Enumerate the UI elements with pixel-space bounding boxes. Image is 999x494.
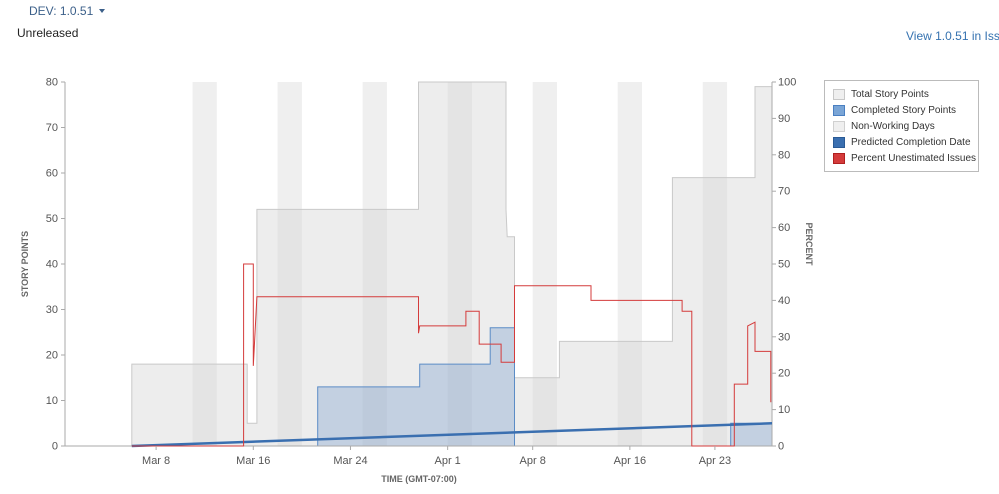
non-working-day-band: [192, 82, 217, 446]
legend-label: Completed Story Points: [851, 104, 957, 116]
legend-label: Total Story Points: [851, 88, 929, 100]
y2-tick-label: 40: [778, 295, 790, 307]
y2-tick-label: 100: [778, 77, 796, 89]
non-working-day-band: [447, 82, 472, 446]
y-tick-label: 70: [46, 122, 58, 134]
x-axis-title: TIME (GMT-07:00): [381, 474, 457, 484]
non-working-day-band: [617, 82, 643, 446]
non-working-day-band: [702, 82, 728, 446]
version-label: DEV: 1.0.51: [29, 4, 94, 18]
x-tick-label: Mar 16: [236, 455, 270, 467]
legend-item-percent-unestimated-issues[interactable]: Percent Unestimated Issues: [833, 150, 978, 166]
release-status: Unreleased: [17, 26, 79, 40]
y2-tick-label: 20: [778, 368, 790, 380]
axes: 0 10 20 30 40 50 60 70 80 0 10 20 30 40 50 60 70 80 90 100 M…: [46, 77, 797, 468]
legend-label: Percent Unestimated Issues: [851, 152, 977, 164]
x-tick-label: Mar 8: [142, 455, 170, 467]
y2-tick-label: 80: [778, 149, 790, 161]
swatch-completed: [833, 104, 845, 116]
y-tick-label: 30: [46, 304, 58, 316]
y-axis-title: STORY POINTS: [20, 231, 30, 297]
x-tick-label: Mar 24: [333, 455, 367, 467]
version-selector[interactable]: DEV: 1.0.51: [29, 4, 106, 18]
legend-item-non-working-days[interactable]: Non-Working Days: [833, 118, 978, 134]
swatch-predicted: [833, 136, 845, 148]
predicted-completion-line: [131, 422, 773, 448]
legend-item-total-story-points[interactable]: Total Story Points: [833, 86, 978, 102]
swatch-total: [833, 88, 845, 100]
y2-tick-label: 50: [778, 259, 790, 271]
predicted-completion-layer: [131, 422, 773, 448]
y2-tick-label: 30: [778, 331, 790, 343]
view-in-issue-navigator-link[interactable]: View 1.0.51 in Issue Navigator: [906, 29, 999, 43]
x-tick-label: Apr 1: [435, 455, 461, 467]
x-tick-label: Apr 8: [520, 455, 546, 467]
total-story-points-area: [131, 81, 773, 447]
non-working-day-band: [362, 82, 387, 446]
percent-unestimated-line: [131, 263, 772, 447]
y2-tick-label: 0: [778, 441, 784, 453]
non-working-day-band: [532, 82, 557, 446]
y-tick-label: 60: [46, 168, 58, 180]
x-tick-label: Apr 23: [699, 455, 731, 467]
y-tick-label: 20: [46, 350, 58, 362]
legend-label: Predicted Completion Date: [851, 136, 971, 148]
chevron-down-icon: [99, 9, 106, 13]
non-working-day-band: [277, 82, 302, 446]
legend-label: Non-Working Days: [851, 120, 935, 132]
chart-legend: Total Story Points Completed Story Point…: [824, 80, 979, 172]
legend-item-predicted-completion-date[interactable]: Predicted Completion Date: [833, 134, 978, 150]
y-tick-label: 10: [46, 395, 58, 407]
y-tick-label: 0: [52, 441, 58, 453]
x-tick-label: Apr 16: [614, 455, 646, 467]
percent-unestimated-layer: [131, 263, 772, 447]
y2-axis-title: PERCENT: [804, 222, 814, 266]
y2-tick-label: 90: [778, 113, 790, 125]
swatch-nonworking: [833, 120, 845, 132]
y-tick-label: 40: [46, 259, 58, 271]
y-tick-label: 50: [46, 213, 58, 225]
total-story-points-layer: [131, 81, 773, 447]
legend-item-completed-story-points[interactable]: Completed Story Points: [833, 102, 978, 118]
y-tick-label: 80: [46, 77, 58, 89]
swatch-percent: [833, 152, 845, 164]
y2-tick-label: 10: [778, 404, 790, 416]
y2-tick-label: 70: [778, 186, 790, 198]
y2-tick-label: 60: [778, 222, 790, 234]
